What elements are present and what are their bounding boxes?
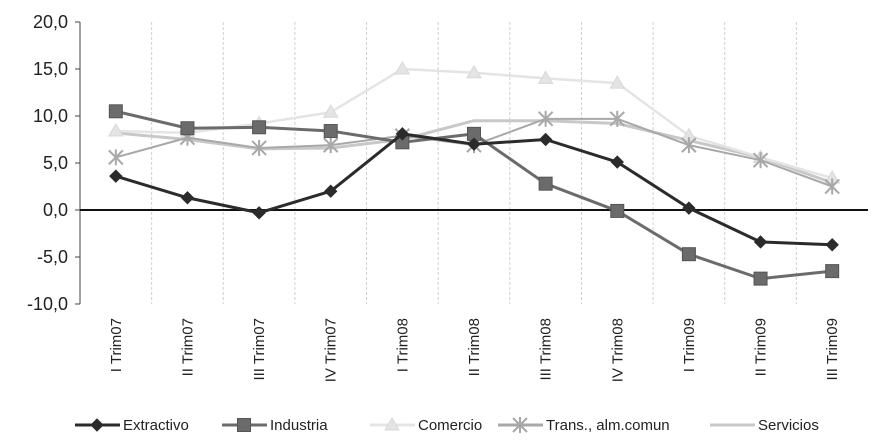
data-point (109, 149, 123, 165)
y-tick-label: 15,0 (33, 59, 68, 79)
data-point (324, 125, 337, 138)
y-tick-label: 5,0 (43, 153, 68, 173)
data-point (825, 179, 839, 195)
series-extractivo (110, 128, 838, 251)
series-industria (109, 105, 838, 285)
legend-item: Comercio (370, 417, 482, 434)
data-point (110, 170, 122, 182)
y-tick-label: -5,0 (37, 247, 68, 267)
data-point (181, 122, 194, 135)
data-point (540, 134, 552, 146)
data-point (181, 192, 193, 204)
data-point (539, 177, 552, 190)
legend-label: Servicios (758, 417, 819, 434)
y-tick-label: -10,0 (27, 294, 68, 314)
x-tick-label: III Trim07 (251, 318, 268, 381)
legend-item: Servicios (710, 417, 819, 434)
x-tick-label: III Trim09 (824, 318, 841, 381)
x-tick-label: II Trim08 (466, 318, 483, 376)
data-point (395, 62, 409, 74)
x-tick-label: I Trim08 (394, 318, 411, 372)
data-point (754, 272, 767, 285)
legend-label: Industria (270, 417, 328, 434)
legend-item: Trans., alm.comun (498, 417, 670, 434)
legend-label: Extractivo (123, 417, 189, 434)
data-point (826, 265, 839, 278)
axes: 20,0 15,0 10,0 5,0 0,0 -5,0 -10,0 I Trim07 II Tr… (27, 12, 868, 382)
series-comercio (109, 62, 839, 183)
series-trans-alm-comun (109, 111, 839, 195)
x-tick-label: I Trim07 (108, 318, 125, 372)
x-tick-label: II Trim09 (753, 318, 770, 376)
legend: Extractivo Industria Comercio Trans., alm.c… (75, 417, 819, 434)
legend-label: Comercio (418, 417, 482, 434)
series (109, 62, 839, 285)
data-point (324, 105, 338, 117)
y-tick-label: 20,0 (33, 12, 68, 32)
data-point (253, 121, 266, 134)
data-point (682, 137, 696, 153)
data-point (611, 204, 624, 217)
data-point (109, 105, 122, 118)
legend-label: Trans., alm.comun (546, 417, 670, 434)
data-point (826, 239, 838, 251)
legend-item: Industria (222, 417, 328, 434)
data-point (238, 419, 251, 432)
x-tick-label: IV Trim08 (609, 318, 626, 382)
data-point (682, 248, 695, 261)
x-tick-label: III Trim08 (538, 318, 555, 381)
data-point (91, 419, 103, 431)
x-tick-label: I Trim09 (681, 318, 698, 372)
x-tick-label: II Trim07 (179, 318, 196, 376)
y-tick-label: 10,0 (33, 106, 68, 126)
data-point (755, 236, 767, 248)
grid (152, 22, 797, 304)
legend-item: Extractivo (75, 417, 189, 434)
x-tick-label: IV Trim07 (323, 318, 340, 382)
data-point (253, 207, 265, 219)
y-tick-label: 0,0 (43, 200, 68, 220)
